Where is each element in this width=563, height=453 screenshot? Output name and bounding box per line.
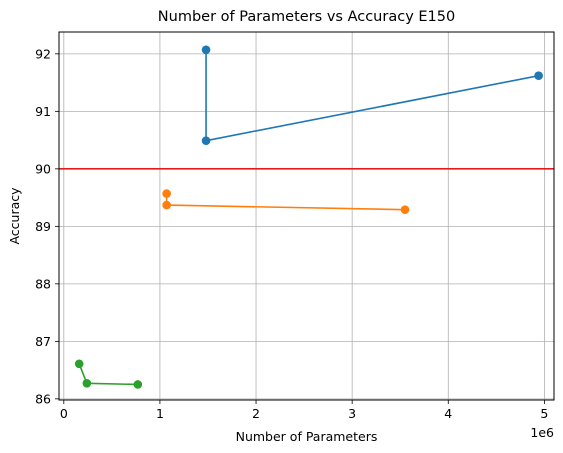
series-1 [201, 45, 543, 145]
y-tick-label: 88 [35, 276, 51, 291]
x-axis-label: Number of Parameters [236, 429, 378, 444]
data-point [162, 200, 171, 210]
chart-title: Number of Parameters vs Accuracy E150 [158, 9, 455, 25]
data-point [74, 359, 84, 369]
data-series [74, 45, 543, 389]
x-tick-label: 3 [348, 406, 356, 421]
data-point [201, 45, 211, 55]
y-tick-label: 89 [35, 219, 51, 234]
y-tick-label: 90 [35, 161, 51, 176]
axis-ticks: 0 1 2 3 4 5 86 87 88 89 90 91 92 [35, 46, 548, 421]
data-point [534, 71, 543, 80]
data-point [133, 380, 143, 389]
data-point [400, 205, 410, 214]
y-tick-label: 92 [35, 46, 51, 61]
x-axis-offset-label: 1e6 [530, 425, 554, 440]
x-tick-label: 2 [252, 406, 260, 421]
data-point [201, 136, 211, 145]
plot-frame [58, 31, 555, 401]
x-tick-label: 0 [60, 406, 68, 421]
y-tick-label: 87 [35, 334, 51, 349]
y-tick-label: 91 [35, 104, 51, 119]
y-axis-label: Accuracy [7, 187, 22, 245]
x-tick-label: 5 [540, 406, 548, 421]
x-tick-label: 4 [444, 406, 452, 421]
x-tick-label: 1 [156, 406, 164, 421]
series-2 [162, 189, 410, 214]
series-3 [74, 359, 143, 389]
y-tick-label: 86 [35, 391, 51, 406]
data-point [82, 379, 92, 388]
data-point [162, 189, 171, 198]
